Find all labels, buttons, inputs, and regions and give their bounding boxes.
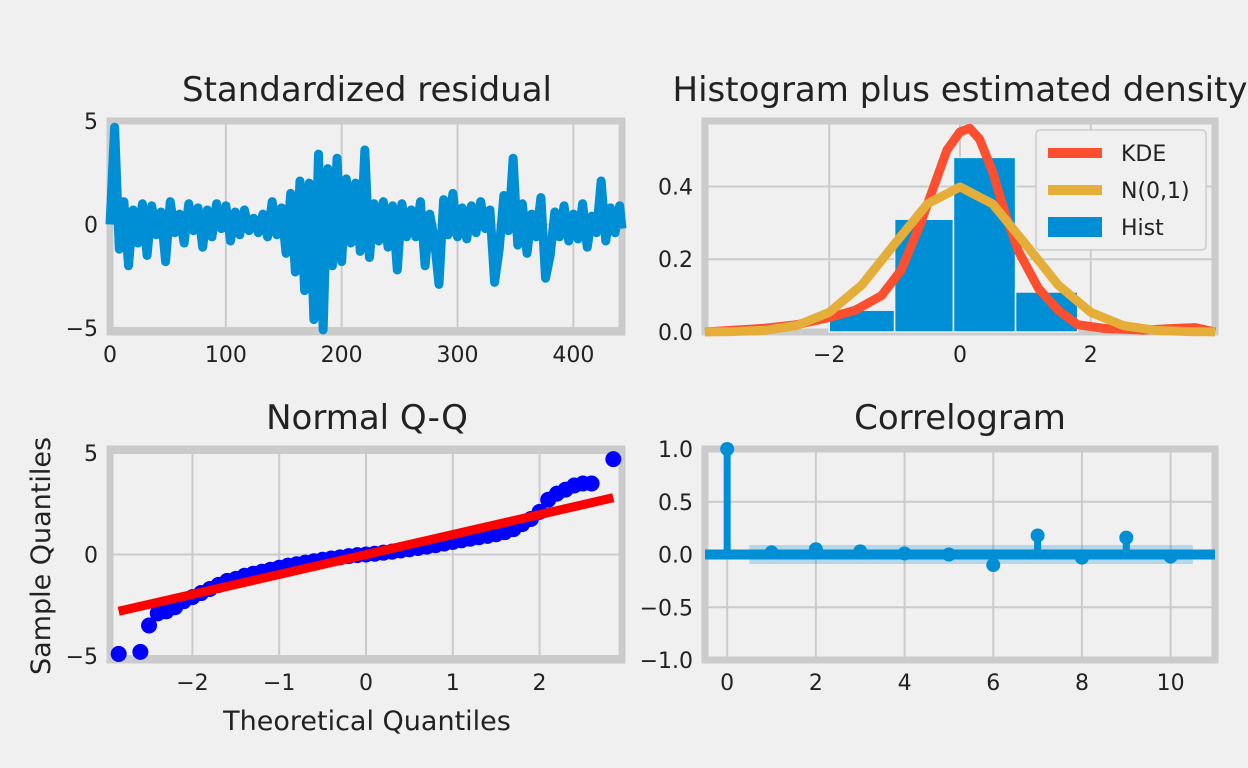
- x-tick-label: 100: [205, 343, 247, 368]
- x-tick-label: 0: [720, 671, 734, 696]
- y-tick-label: −5: [66, 317, 98, 342]
- x-tick-label: −2: [176, 671, 208, 696]
- acf-marker: [1074, 550, 1089, 565]
- kde-line: [704, 123, 1216, 337]
- y-tick-label: 0.4: [658, 175, 693, 200]
- qq-point: [132, 643, 149, 660]
- acf-marker: [1030, 528, 1045, 543]
- panel-histogram: Histogram plus estimated density −2 0 2 0.0…: [658, 70, 1247, 368]
- acf-marker: [897, 546, 912, 561]
- x-tick-label: 4: [898, 671, 912, 696]
- series-marks: [705, 442, 1215, 573]
- y-tick-label: −0.5: [640, 596, 693, 621]
- panel-normal-qq: Normal Q-Q −2 −1 0 1 2 −5 0 5 Theoretical Quant…: [26, 398, 626, 737]
- y-tick-label: 0.0: [658, 544, 693, 569]
- acf-marker: [853, 544, 868, 559]
- panel-title: Correlogram: [854, 398, 1066, 438]
- y-axis-label: Sample Quantiles: [26, 437, 57, 675]
- series-marks: [704, 123, 1216, 337]
- y-tick-label: 0: [84, 213, 98, 238]
- qq-point: [583, 475, 600, 492]
- qq-point: [605, 451, 622, 468]
- y-tick-label: 1.0: [658, 438, 693, 463]
- acf-marker: [764, 545, 779, 560]
- x-tick-label: 0: [359, 671, 373, 696]
- series-marks: [110, 451, 622, 662]
- y-tick-label: 0.0: [658, 321, 693, 346]
- legend-label-hist: Hist: [1121, 216, 1164, 241]
- y-tick-label: 0.2: [658, 248, 693, 273]
- panel-title: Normal Q-Q: [266, 398, 468, 438]
- qq-reference-line: [117, 493, 615, 616]
- x-tick-label: 0: [103, 343, 117, 368]
- panel-standardized-residual: Standardized residual 0 100 200 300 400−505: [66, 70, 627, 368]
- legend-label-normal: N(0,1): [1121, 179, 1190, 204]
- panel-title: Histogram plus estimated density: [673, 70, 1248, 110]
- x-tick-label: 6: [986, 671, 1000, 696]
- acf-marker: [808, 542, 823, 557]
- series-marks: [105, 122, 627, 335]
- acf-marker: [720, 442, 735, 456]
- acf-marker: [986, 558, 1001, 573]
- legend-swatch-hist: [1048, 217, 1102, 237]
- qq-point: [141, 617, 158, 634]
- normal-line: [704, 182, 1216, 337]
- x-tick-label: 1: [446, 671, 460, 696]
- x-tick-label: 200: [321, 343, 363, 368]
- x-tick-label: 10: [1157, 671, 1185, 696]
- y-tick-label: 5: [84, 442, 98, 467]
- x-tick-label: −2: [813, 343, 845, 368]
- acf-marker: [941, 547, 956, 562]
- tick-labels: 0 2 4 6 8 10 −1.0 −0.5 0.0 0.5 1.0: [640, 438, 1185, 696]
- x-tick-label: −1: [263, 671, 295, 696]
- acf-marker: [1119, 530, 1134, 545]
- x-tick-label: 0: [953, 343, 967, 368]
- x-tick-label: 2: [533, 671, 547, 696]
- tick-labels: 0 100 200 300 400−505: [66, 110, 595, 368]
- x-tick-label: 2: [809, 671, 823, 696]
- x-tick-label: 2: [1084, 343, 1098, 368]
- legend-label-kde: KDE: [1121, 142, 1166, 167]
- qq-point: [110, 645, 127, 662]
- x-tick-label: 400: [552, 343, 594, 368]
- y-tick-label: 5: [84, 110, 98, 135]
- panel-title: Standardized residual: [182, 70, 552, 110]
- legend: KDE N(0,1) Hist: [1035, 129, 1207, 251]
- x-axis-label: Theoretical Quantiles: [222, 706, 511, 737]
- x-tick-label: 8: [1075, 671, 1089, 696]
- y-tick-label: 0: [84, 544, 98, 569]
- y-tick-label: 0.5: [658, 491, 693, 516]
- residual-line: [105, 122, 627, 335]
- x-tick-label: 300: [437, 343, 479, 368]
- acf-marker: [1163, 549, 1178, 564]
- y-tick-label: −5: [66, 645, 98, 670]
- tick-labels: −2 −1 0 1 2 −5 0 5: [66, 442, 547, 696]
- tick-labels: −2 0 2 0.0 0.2 0.4: [658, 175, 1098, 368]
- y-tick-label: −1.0: [640, 649, 693, 674]
- panel-correlogram: Correlogram 0 2 4 6 8 10 −1.0 −0.5 0.0 0.5 1.0: [640, 398, 1219, 696]
